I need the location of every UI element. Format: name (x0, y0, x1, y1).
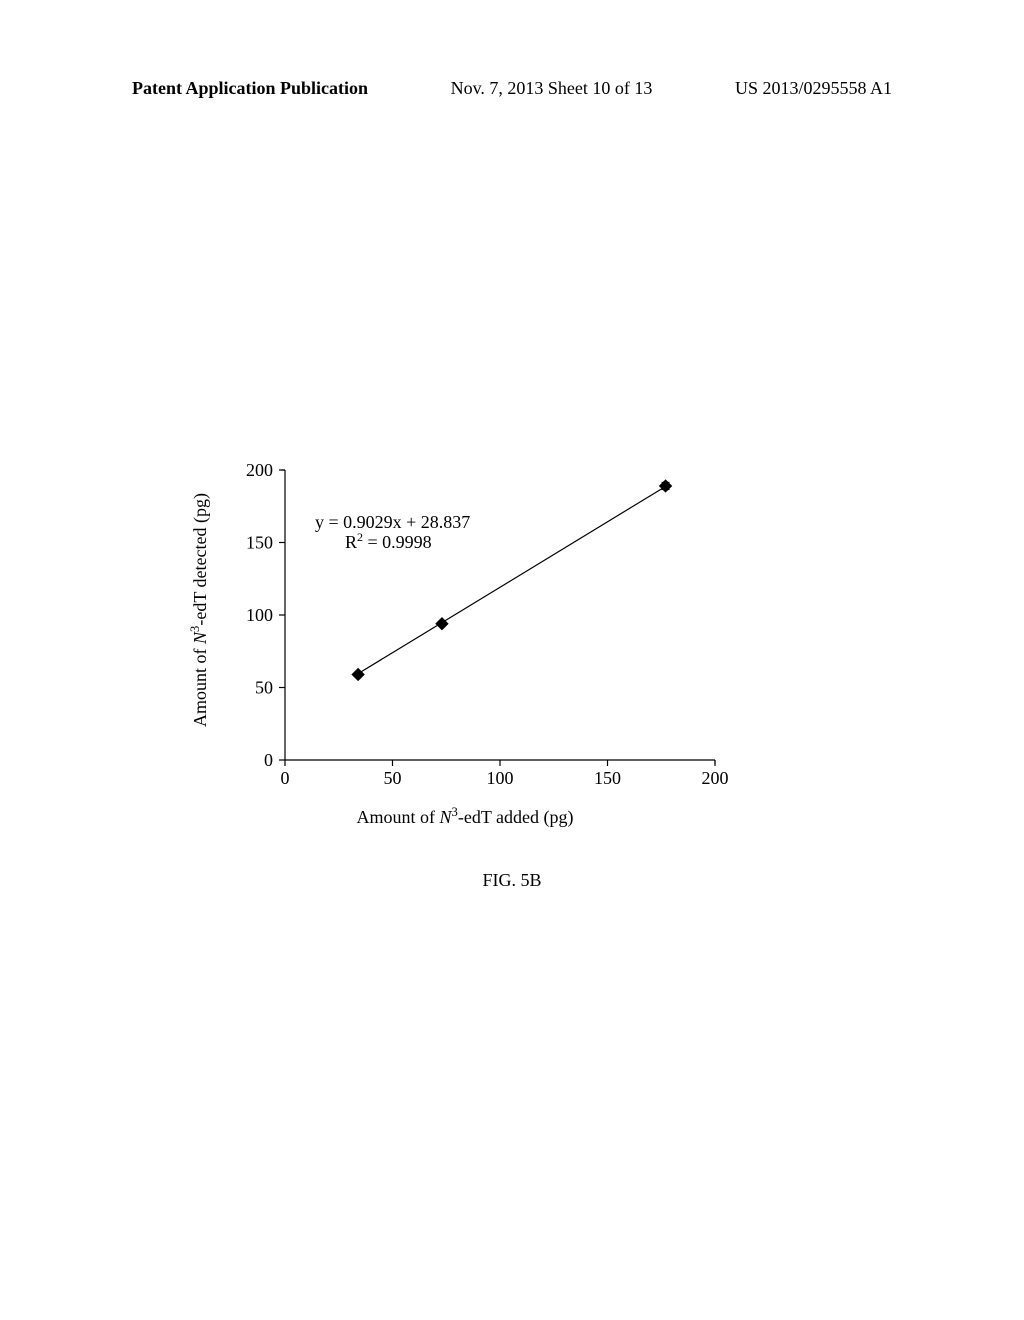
svg-text:200: 200 (246, 460, 273, 480)
header-mid: Nov. 7, 2013 Sheet 10 of 13 (451, 78, 653, 99)
svg-text:0: 0 (264, 750, 273, 770)
y-axis-label: Amount of N3-edT detected (pg) (188, 440, 211, 780)
svg-text:150: 150 (246, 533, 273, 553)
svg-text:150: 150 (594, 768, 621, 788)
chart-svg: 0 50 100 150 200 0 50 100 150 200 y = 0.9029x + 28… (225, 440, 745, 800)
page-header: Patent Application Publication Nov. 7, 2… (0, 78, 1024, 99)
x-axis-label: Amount of N3-edT added (pg) (225, 805, 705, 828)
header-left: Patent Application Publication (132, 78, 368, 99)
svg-text:100: 100 (246, 605, 273, 625)
xlabel-prefix: Amount of (357, 807, 440, 827)
svg-text:y = 0.9029x + 28.837: y = 0.9029x + 28.837 (315, 512, 470, 532)
header-right: US 2013/0295558 A1 (735, 78, 892, 99)
svg-text:200: 200 (702, 768, 729, 788)
xlabel-italic: N (440, 807, 452, 827)
svg-text:0: 0 (281, 768, 290, 788)
ylabel-prefix: Amount of (190, 644, 210, 727)
page: Patent Application Publication Nov. 7, 2… (0, 0, 1024, 1320)
ylabel-italic: N (190, 632, 210, 644)
ylabel-sup: 3 (188, 626, 202, 632)
svg-text:R2 = 0.9998: R2 = 0.9998 (345, 530, 432, 552)
header-inner: Patent Application Publication Nov. 7, 2… (132, 78, 892, 99)
chart-container: 050100150200050100150200y = 0.9029x + 28… (225, 440, 705, 780)
xlabel-rest: -edT added (pg) (458, 807, 574, 827)
svg-text:100: 100 (487, 768, 514, 788)
figure-caption: FIG. 5B (0, 870, 1024, 891)
figure-caption-text: FIG. 5B (482, 870, 541, 890)
svg-text:50: 50 (384, 768, 402, 788)
ylabel-rest: -edT detected (pg) (190, 493, 210, 626)
svg-text:50: 50 (255, 678, 273, 698)
